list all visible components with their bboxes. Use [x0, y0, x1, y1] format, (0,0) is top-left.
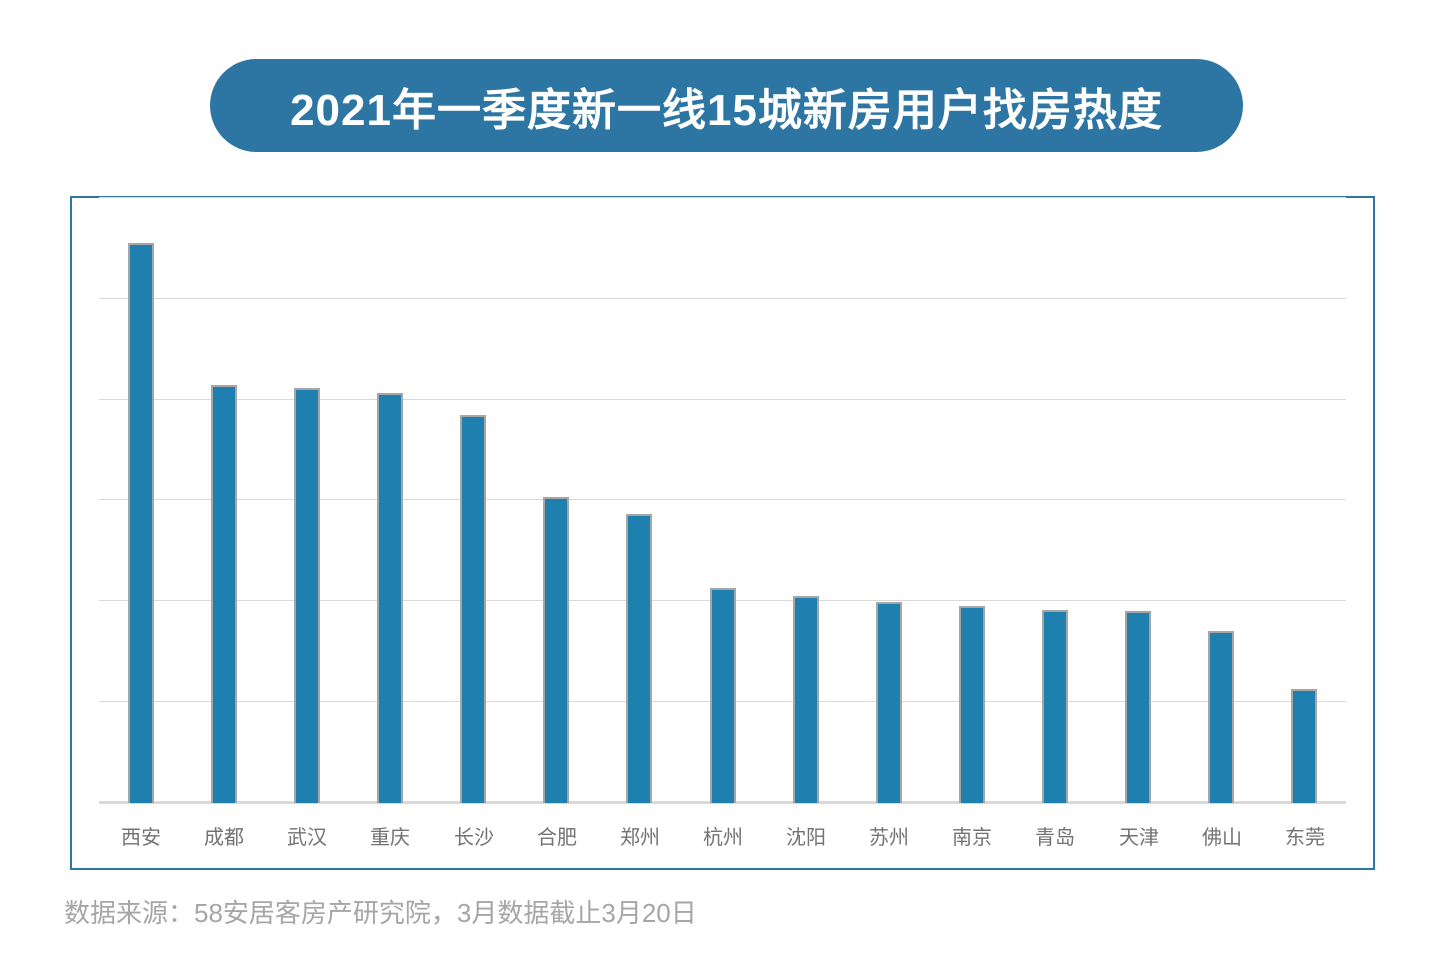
- bar-苏州: [876, 602, 902, 803]
- gridline: [99, 499, 1346, 500]
- x-axis-label-合肥: 合肥: [537, 826, 577, 849]
- x-axis-label-重庆: 重庆: [370, 826, 410, 849]
- bar-东莞: [1291, 689, 1317, 803]
- bar-杭州: [710, 588, 736, 803]
- chart-card: 西安 成都 武汉 重庆 长沙 合肥 郑州 杭州 沈阳 苏州 南京 青岛 天津 佛山 东莞: [70, 196, 1375, 870]
- x-axis-label-南京: 南京: [952, 826, 992, 849]
- x-axis-label-武汉: 武汉: [287, 826, 327, 849]
- x-axis-label-沈阳: 沈阳: [786, 826, 826, 849]
- x-axis-label-西安: 西安: [121, 826, 161, 849]
- x-axis-label-青岛: 青岛: [1035, 826, 1075, 849]
- bar-长沙: [460, 415, 486, 803]
- plot-area: [99, 197, 1346, 804]
- gridline: [99, 298, 1346, 299]
- x-axis-label-佛山: 佛山: [1202, 826, 1242, 849]
- bar-武汉: [294, 388, 320, 803]
- bar-佛山: [1208, 631, 1234, 803]
- bar-合肥: [543, 497, 569, 803]
- chart-title: 2021年一季度新一线15城新房用户找房热度: [290, 85, 1163, 135]
- x-axis-label-长沙: 长沙: [454, 826, 494, 849]
- chart-title-banner: 2021年一季度新一线15城新房用户找房热度: [210, 59, 1243, 152]
- x-axis-label-天津: 天津: [1119, 826, 1159, 849]
- x-axis-label-郑州: 郑州: [620, 826, 660, 849]
- bar-重庆: [377, 393, 403, 803]
- bar-西安: [128, 243, 154, 803]
- bar-郑州: [626, 514, 652, 803]
- x-axis-labels: 西安 成都 武汉 重庆 长沙 合肥 郑州 杭州 沈阳 苏州 南京 青岛 天津 佛山 东莞: [99, 819, 1346, 851]
- bar-青岛: [1042, 610, 1068, 803]
- gridline: [99, 399, 1346, 400]
- bar-成都: [211, 385, 237, 803]
- bar-沈阳: [793, 596, 819, 803]
- bar-南京: [959, 606, 985, 803]
- gridline: [99, 197, 1346, 198]
- x-axis-label-东莞: 东莞: [1285, 826, 1325, 849]
- x-axis-label-杭州: 杭州: [703, 826, 743, 849]
- x-axis-label-苏州: 苏州: [869, 826, 909, 849]
- data-source-note: 数据来源：58安居客房产研究院，3月数据截止3月20日: [64, 898, 697, 928]
- bar-天津: [1125, 611, 1151, 803]
- x-axis-label-成都: 成都: [204, 826, 244, 849]
